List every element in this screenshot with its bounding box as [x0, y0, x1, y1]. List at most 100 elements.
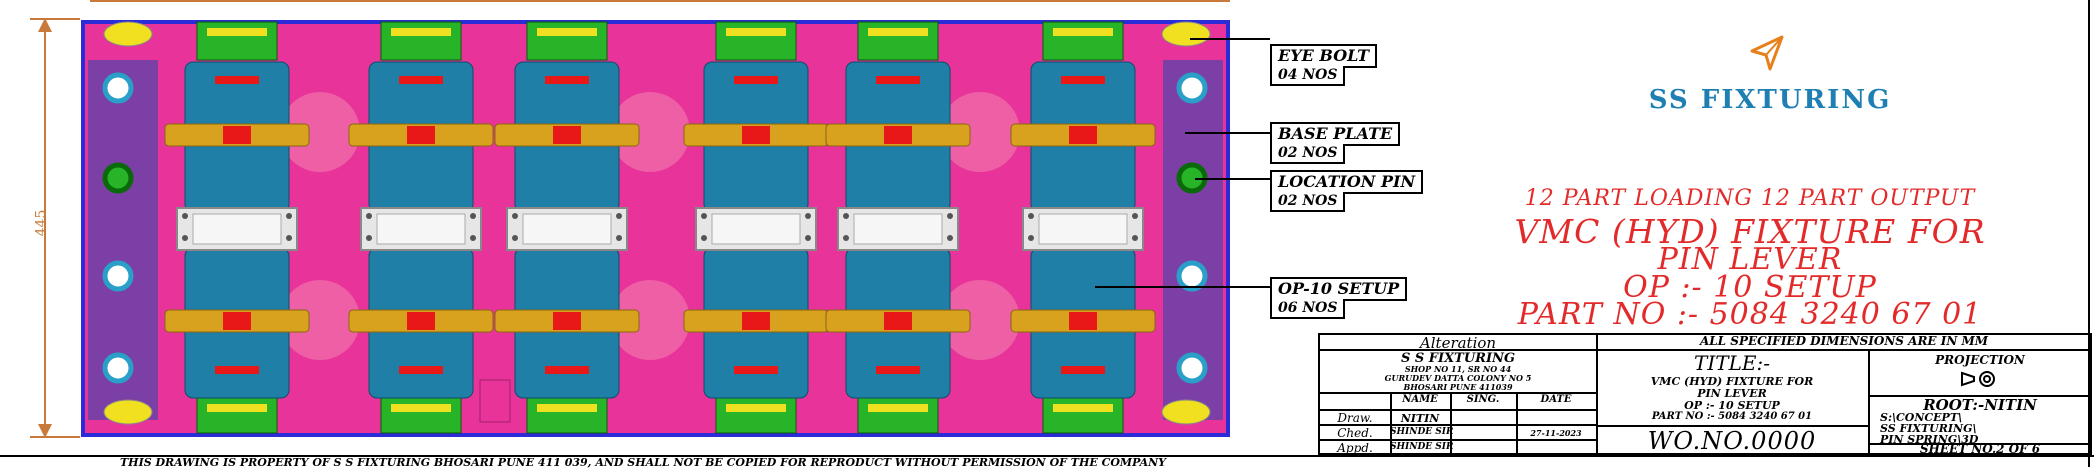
clamp-end-block-top: [1042, 21, 1124, 61]
clamp-end-block-top: [857, 21, 939, 61]
bolt: [1028, 235, 1034, 241]
appd-label: Appd.: [1337, 441, 1373, 455]
heading-line3: PIN LEVER: [1657, 242, 1843, 277]
part-pin-lever: [1069, 126, 1097, 144]
col-date: DATE: [1540, 394, 1572, 405]
clamp-columns: [164, 21, 1156, 434]
center-block-inner: [376, 213, 466, 245]
bolt: [947, 235, 953, 241]
address-line3: BHOSARI PUNE 411039: [1403, 382, 1513, 392]
company-logo: SS FIXTURING: [1640, 35, 1900, 120]
bolt: [470, 213, 476, 219]
clamp-end-stripe-bottom: [1053, 404, 1113, 412]
part-pin-lever: [553, 126, 581, 144]
company-name-small: S S FIXTURING: [1400, 351, 1516, 366]
center-block-inner: [522, 213, 612, 245]
clamp-end-stripe-bottom: [868, 404, 928, 412]
dimension-arrow-bottom-icon: [38, 424, 52, 438]
dimension-line: [44, 18, 46, 438]
title-label: TITLE:-: [1694, 351, 1770, 375]
ched-name: SHINDE SIR: [1390, 427, 1454, 437]
drwn-name: NITIN: [1400, 412, 1440, 425]
clamp-end-stripe-bottom: [391, 404, 451, 412]
clamp-end-block-bottom: [380, 397, 462, 434]
col-name: NAME: [1402, 394, 1438, 405]
appd-name: SHINDE SIR: [1390, 442, 1454, 452]
part-pin-lever: [742, 126, 770, 144]
path-line3: PIN SPRING\3D: [1880, 433, 1979, 446]
bolt: [947, 213, 953, 219]
address-line2: GURUDEV DATTA COLONY NO 5: [1384, 373, 1532, 383]
clamp-end-block-bottom: [857, 397, 939, 434]
center-block-inner: [192, 213, 282, 245]
rail-holes-right: [1176, 72, 1208, 384]
small-block: [479, 379, 511, 423]
cylinder-mark: [545, 366, 589, 374]
ched-label: Ched.: [1337, 426, 1373, 440]
bolt: [182, 235, 188, 241]
title-line3: OP :- 10 SETUP: [1684, 399, 1780, 412]
bolt: [1132, 213, 1138, 219]
clamp-end-block-top: [196, 21, 278, 61]
bolt: [512, 213, 518, 219]
bolt: [616, 235, 622, 241]
bolt: [805, 213, 811, 219]
bolt: [512, 235, 518, 241]
bolt: [1132, 235, 1138, 241]
bolt: [843, 213, 849, 219]
clamp-end-stripe-bottom: [537, 404, 597, 412]
cylinder-mark: [215, 76, 259, 84]
col-sign: SING.: [1466, 394, 1500, 405]
clamp-end-block-bottom: [715, 397, 797, 434]
rail-holes-left: [102, 72, 134, 384]
wo-number: WO.NO.0000: [1647, 427, 1817, 455]
clamp-end-stripe-top: [207, 28, 267, 36]
drwn-label: Draw.: [1337, 411, 1373, 425]
title-block: Alteration S S FIXTURING SHOP NO 11, SR …: [1318, 333, 2092, 456]
clamp-end-block-bottom: [526, 397, 608, 434]
bolt: [1028, 213, 1034, 219]
bolt: [843, 235, 849, 241]
right-border: [2088, 0, 2090, 467]
center-block-inner: [1038, 213, 1128, 245]
bolt: [182, 213, 188, 219]
cylinder-mark: [876, 366, 920, 374]
clamp-end-block-bottom: [196, 397, 278, 434]
footer-line: [0, 455, 2094, 457]
heading-line2: VMC (HYD) FIXTURE FOR: [1514, 212, 1986, 251]
part-pin-lever: [407, 312, 435, 330]
cylinder-mark: [876, 76, 920, 84]
cylinder-mark: [399, 76, 443, 84]
title-line4: PART NO :- 5084 3240 67 01: [1651, 411, 1813, 422]
clamp-end-block-top: [526, 21, 608, 61]
center-block-inner: [853, 213, 943, 245]
bolt: [701, 235, 707, 241]
heading-line1: 12 PART LOADING 12 PART OUTPUT: [1524, 186, 1976, 211]
title-line1: VMC (HYD) FIXTURE FOR: [1650, 375, 1814, 388]
clamp-end-stripe-top: [868, 28, 928, 36]
clamp-end-stripe-bottom: [726, 404, 786, 412]
cylinder-mark: [1061, 76, 1105, 84]
bolt: [616, 213, 622, 219]
heading-line5: PART NO :- 5084 3240 67 01: [1517, 297, 1983, 332]
bolt: [701, 213, 707, 219]
title-line2: PIN LEVER: [1697, 387, 1767, 400]
paper-plane-icon: [1750, 35, 1784, 71]
rest-circles: [280, 92, 1020, 360]
sheet-number: SHEET NO.2 OF 6: [1919, 442, 2041, 456]
part-pin-lever: [884, 312, 912, 330]
clamp-end-block-top: [715, 21, 797, 61]
bolt: [286, 213, 292, 219]
cylinder-mark: [399, 366, 443, 374]
top-edge-line: [90, 0, 1230, 2]
cylinder-mark: [734, 366, 778, 374]
company-name: SS FIXTURING: [1648, 85, 1892, 115]
drawing-date: 27-11-2023: [1530, 428, 1582, 438]
bolt: [805, 235, 811, 241]
part-pin-lever: [223, 312, 251, 330]
clamp-end-stripe-top: [537, 28, 597, 36]
first-angle-projection-icon: [1961, 371, 1995, 387]
cylinder-mark: [545, 76, 589, 84]
cylinder-mark: [1061, 366, 1105, 374]
path-line1: S:\CONCEPT\: [1880, 411, 1963, 424]
